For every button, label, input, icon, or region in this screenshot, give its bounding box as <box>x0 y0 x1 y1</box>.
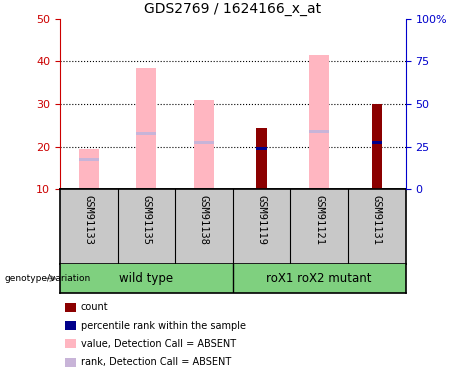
Bar <box>256 147 267 150</box>
Text: GSM91121: GSM91121 <box>314 195 324 245</box>
Bar <box>79 158 99 161</box>
Bar <box>194 141 214 144</box>
Text: roX1 roX2 mutant: roX1 roX2 mutant <box>266 272 372 285</box>
Text: count: count <box>81 302 108 312</box>
Bar <box>309 130 329 133</box>
Bar <box>372 104 382 189</box>
Text: value, Detection Call = ABSENT: value, Detection Call = ABSENT <box>81 339 236 349</box>
Text: GSM91119: GSM91119 <box>257 195 266 245</box>
Bar <box>256 128 267 189</box>
Text: GSM91135: GSM91135 <box>142 195 151 245</box>
Bar <box>136 132 156 135</box>
Bar <box>372 141 382 144</box>
Text: wild type: wild type <box>119 272 173 285</box>
Text: rank, Detection Call = ABSENT: rank, Detection Call = ABSENT <box>81 357 231 367</box>
Bar <box>136 68 156 189</box>
Text: percentile rank within the sample: percentile rank within the sample <box>81 321 246 331</box>
Bar <box>309 55 329 189</box>
Text: GSM91138: GSM91138 <box>199 195 209 245</box>
Title: GDS2769 / 1624166_x_at: GDS2769 / 1624166_x_at <box>144 2 321 16</box>
Text: genotype/variation: genotype/variation <box>5 274 91 283</box>
Bar <box>79 149 99 189</box>
Text: GSM91131: GSM91131 <box>372 195 382 245</box>
Text: GSM91133: GSM91133 <box>84 195 94 245</box>
Bar <box>194 100 214 189</box>
